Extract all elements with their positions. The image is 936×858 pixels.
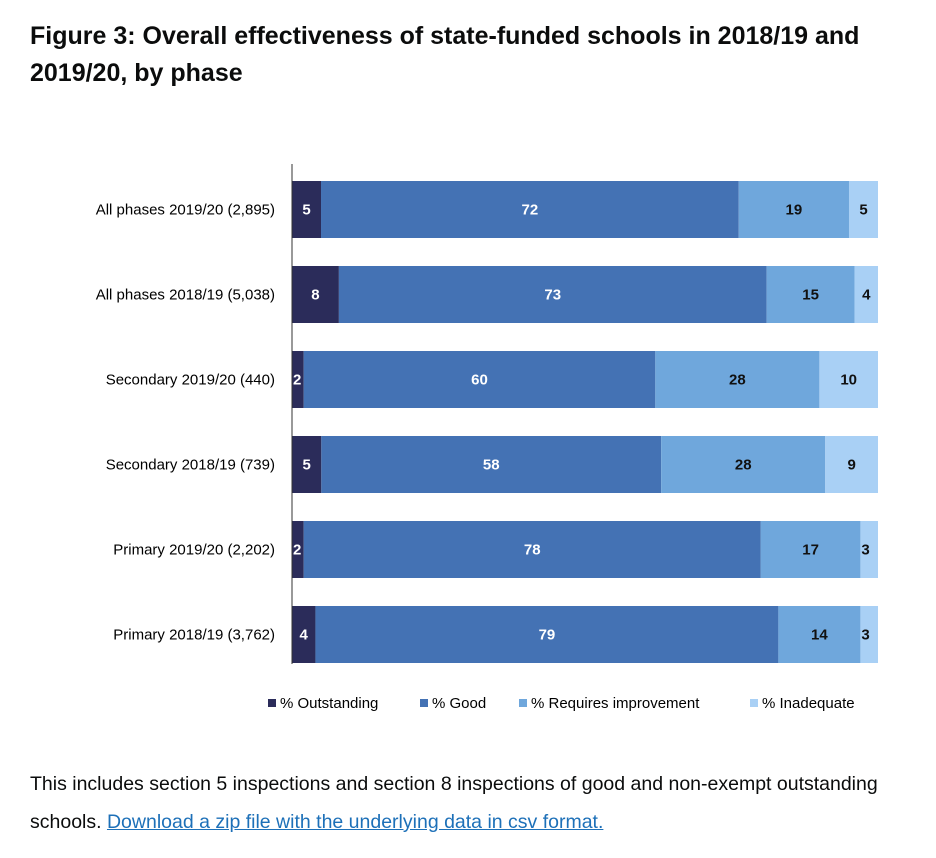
category-label: All phases 2019/20 (2,895)	[96, 202, 275, 219]
data-label: 3	[861, 627, 869, 644]
bar-segment	[321, 181, 739, 238]
bar-segment	[738, 181, 849, 238]
data-label: 4	[300, 627, 309, 644]
legend-label: % Requires improvement	[531, 695, 700, 712]
bar-segment	[766, 266, 855, 323]
bar-segment	[338, 266, 767, 323]
bar-segment	[292, 436, 322, 493]
bar-segment	[655, 351, 820, 408]
category-label: All phases 2018/19 (5,038)	[96, 287, 275, 304]
data-label: 19	[786, 202, 803, 219]
data-label: 79	[539, 627, 556, 644]
category-label: Primary 2019/20 (2,202)	[113, 542, 275, 559]
data-label: 2	[293, 372, 301, 389]
data-label: 14	[811, 627, 828, 644]
bar-segment	[292, 181, 322, 238]
data-label: 5	[859, 202, 867, 219]
bars: 5 72 19 58 73 15 42 60 28 105 58 28 92 78 17 34 79 14 3	[292, 181, 878, 663]
data-label: 15	[802, 287, 819, 304]
bar-segment	[292, 351, 304, 408]
legend-label: % Good	[432, 695, 486, 712]
bar-segment	[303, 521, 761, 578]
data-label: 2	[293, 542, 301, 559]
data-label: 28	[735, 457, 752, 474]
bar-segment	[292, 521, 304, 578]
data-label: 58	[483, 457, 500, 474]
data-label: 10	[840, 372, 857, 389]
legend-swatch	[750, 699, 758, 707]
bar-segment	[860, 521, 878, 578]
stacked-bar-chart: All phases 2019/20 (2,895) All phases 201…	[96, 164, 878, 712]
category-label: Primary 2018/19 (3,762)	[113, 627, 275, 644]
note-text: This includes section 5 inspections and …	[30, 773, 878, 833]
legend-swatch	[420, 699, 428, 707]
bar-segment	[860, 606, 878, 663]
data-label: 8	[311, 287, 319, 304]
bar-segment	[825, 436, 878, 493]
download-data-link[interactable]: Download a zip file with the underlying …	[106, 811, 604, 833]
category-label: Secondary 2018/19 (739)	[106, 457, 275, 474]
bar-segment	[292, 266, 339, 323]
bar-segment	[848, 181, 878, 238]
data-label: 9	[847, 457, 855, 474]
bar-segment	[315, 606, 779, 663]
data-label: 78	[524, 542, 541, 559]
data-label: 28	[729, 372, 746, 389]
bar-segment	[292, 606, 316, 663]
bar-segment	[854, 266, 878, 323]
category-axis-labels: All phases 2019/20 (2,895) All phases 201…	[96, 202, 275, 644]
bar-segment	[760, 521, 861, 578]
figure-title: Figure 3: Overall effectiveness of state…	[30, 22, 860, 87]
chart-note: This includes section 5 inspections and …	[30, 765, 910, 841]
bar-segment	[303, 351, 656, 408]
legend-label: % Inadequate	[762, 695, 855, 712]
category-label: Secondary 2019/20 (440)	[106, 372, 275, 389]
bar-segment	[819, 351, 878, 408]
legend: % Outstanding % Good % Requires improvemen…	[268, 695, 855, 712]
legend-label: % Outstanding	[280, 695, 378, 712]
data-label: 5	[302, 202, 310, 219]
legend-swatch	[268, 699, 276, 707]
bar-segment	[321, 436, 662, 493]
data-label: 3	[861, 542, 869, 559]
bar-segment	[778, 606, 861, 663]
legend-swatch	[519, 699, 527, 707]
data-label: 5	[302, 457, 310, 474]
data-label: 60	[471, 372, 488, 389]
data-label: 4	[862, 287, 871, 304]
data-label: 73	[544, 287, 561, 304]
bar-segment	[661, 436, 826, 493]
data-label: 72	[522, 202, 539, 219]
data-label: 17	[802, 542, 819, 559]
